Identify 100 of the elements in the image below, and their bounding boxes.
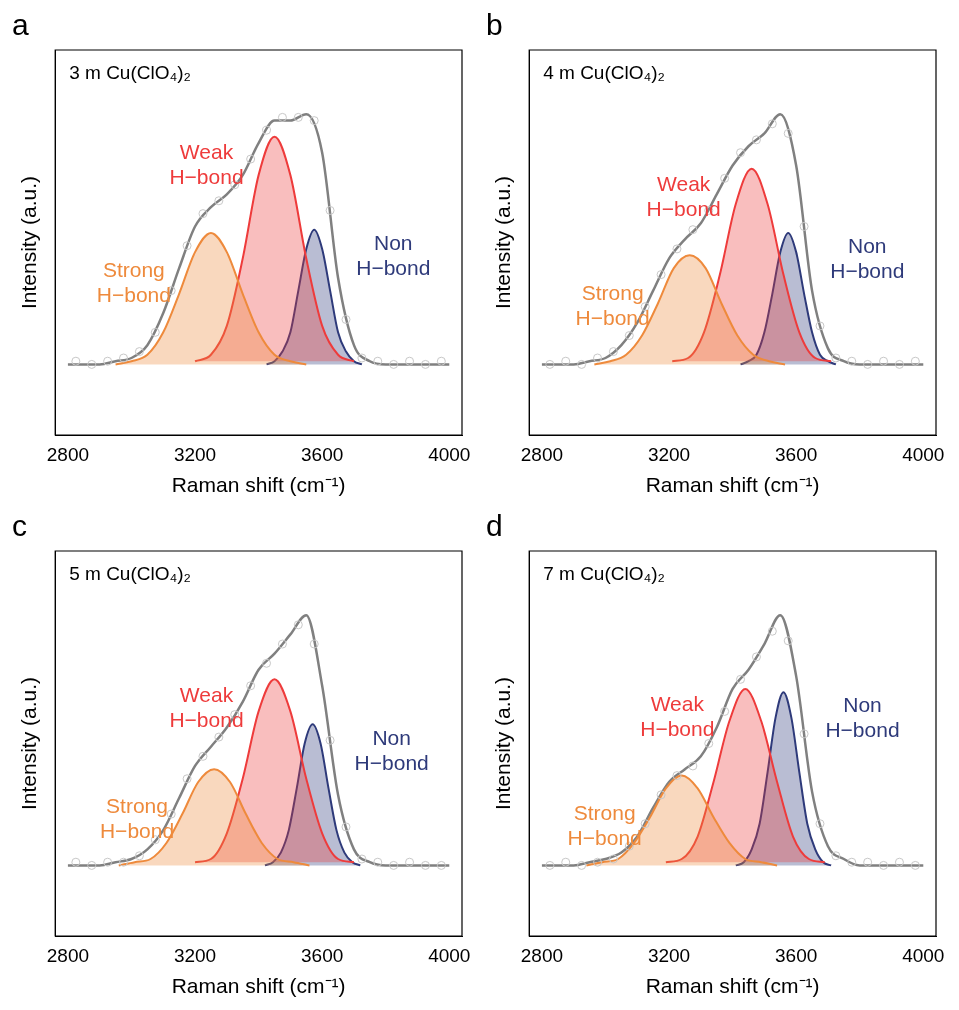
x-axis-title: Raman shift (cm⁻¹) <box>645 974 820 998</box>
point <box>767 119 777 129</box>
point <box>198 751 208 761</box>
point <box>561 857 571 867</box>
point <box>405 356 415 366</box>
x-tick-label: 3200 <box>647 944 691 966</box>
point <box>624 331 634 341</box>
x-tick-label: 2800 <box>520 944 564 966</box>
point <box>325 735 335 745</box>
x-tick-label: 3600 <box>775 944 818 966</box>
point <box>736 674 746 684</box>
series-label: Weak H−bond <box>169 139 244 188</box>
point <box>389 359 399 369</box>
point <box>751 652 761 662</box>
chart-title: c <box>12 509 27 543</box>
point <box>751 135 761 145</box>
point <box>103 356 113 366</box>
point <box>277 112 287 122</box>
point <box>847 356 857 366</box>
point <box>420 359 430 369</box>
point <box>672 244 682 254</box>
series-label: Weak H−bond <box>646 172 721 221</box>
point <box>293 620 303 630</box>
point <box>720 706 730 716</box>
point <box>831 851 841 861</box>
y-axis-title: Intensity (a.u.) <box>17 676 41 811</box>
point <box>879 860 889 870</box>
point <box>894 359 904 369</box>
x-tick-label: 3600 <box>301 944 344 966</box>
y-axis-title: Intensity (a.u.) <box>17 175 41 310</box>
point <box>783 128 793 138</box>
point <box>341 822 351 832</box>
point <box>87 860 97 870</box>
point <box>246 154 256 164</box>
point <box>688 225 698 235</box>
point <box>373 356 383 366</box>
point <box>593 857 603 867</box>
chart-subtitle: 4 m Cu(ClO₄)₂ <box>543 61 665 83</box>
x-tick-label: 4000 <box>902 944 945 966</box>
x-axis-title: Raman shift (cm⁻¹) <box>645 473 820 497</box>
point <box>134 851 144 861</box>
point <box>815 819 825 829</box>
x-tick-label: 2800 <box>520 443 564 465</box>
point <box>577 359 587 369</box>
y-axis-title: Intensity (a.u.) <box>491 175 515 310</box>
series-label: Weak H−bond <box>640 692 715 741</box>
point <box>309 639 319 649</box>
point <box>767 626 777 636</box>
point <box>405 857 415 867</box>
point <box>863 857 873 867</box>
point <box>799 221 809 231</box>
point <box>608 854 618 864</box>
series-label: Non H−bond <box>825 693 900 742</box>
y-axis-title: Intensity (a.u.) <box>491 676 515 811</box>
point <box>815 321 825 331</box>
point <box>87 359 97 369</box>
chart-title: a <box>12 8 29 42</box>
chart-subtitle: 3 m Cu(ClO₄)₂ <box>69 61 191 83</box>
point <box>341 315 351 324</box>
series-label: Strong H−bond <box>96 258 171 307</box>
x-tick-label: 3600 <box>301 443 344 465</box>
point <box>293 112 303 122</box>
point <box>198 209 208 219</box>
x-tick-label: 4000 <box>428 944 471 966</box>
point <box>357 854 367 864</box>
x-tick-label: 3200 <box>647 443 691 465</box>
point <box>436 356 446 366</box>
point <box>545 359 555 369</box>
chart-title: b <box>486 8 503 42</box>
chart-subtitle: 5 m Cu(ClO₄)₂ <box>69 562 191 584</box>
point <box>262 658 272 668</box>
point <box>134 347 144 357</box>
point <box>720 173 730 183</box>
point <box>71 857 81 867</box>
point <box>736 148 746 158</box>
point <box>436 860 446 870</box>
point <box>309 116 319 126</box>
series-label: Non H−bond <box>356 230 431 279</box>
point <box>119 353 129 363</box>
point <box>704 739 714 748</box>
point <box>799 729 809 739</box>
point <box>656 790 666 800</box>
chart-subtitle: 7 m Cu(ClO₄)₂ <box>543 562 665 584</box>
point <box>593 353 603 363</box>
point <box>910 356 920 366</box>
point <box>577 860 587 870</box>
x-tick-label: 4000 <box>428 443 471 465</box>
point <box>357 353 367 363</box>
point <box>166 809 176 819</box>
point <box>150 327 160 337</box>
point <box>119 857 129 867</box>
point <box>672 771 682 781</box>
point <box>103 857 113 867</box>
series-label: Non H−bond <box>354 725 429 774</box>
point <box>879 356 889 366</box>
point <box>262 125 272 135</box>
point <box>831 353 841 363</box>
point <box>325 205 335 215</box>
point <box>847 857 857 867</box>
point <box>71 356 81 366</box>
